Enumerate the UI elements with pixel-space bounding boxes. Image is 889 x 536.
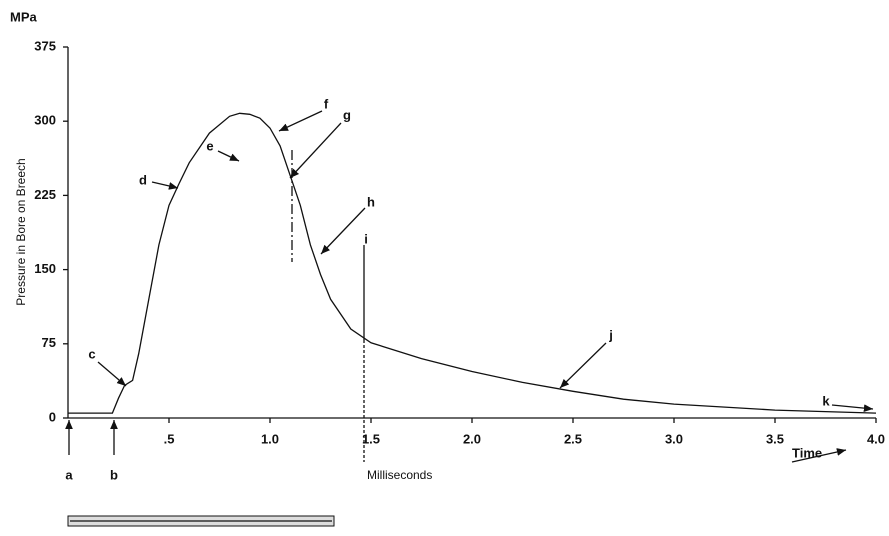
x-tick-label: 2.5 xyxy=(564,431,582,446)
x-unit: Milliseconds xyxy=(367,468,432,482)
x-tick-label: 1.5 xyxy=(362,431,380,446)
x-tick-label: 3.0 xyxy=(665,431,683,446)
y-unit: MPa xyxy=(10,9,38,24)
annotation-arrow xyxy=(217,150,240,162)
annotation-label: e xyxy=(206,138,213,153)
annotation-arrow xyxy=(320,207,366,255)
annotation-label: c xyxy=(88,346,95,361)
y-tick-label: 0 xyxy=(49,409,56,424)
annotation-label: h xyxy=(367,194,375,209)
pressure-curve xyxy=(68,112,877,414)
y-tick-label: 300 xyxy=(34,113,56,128)
annotation-label: i xyxy=(364,231,368,246)
annotation-label: f xyxy=(324,96,329,111)
y-title: Pressure in Bore on Breech xyxy=(14,158,28,305)
annotation-arrow xyxy=(278,110,323,132)
annotation-arrow xyxy=(289,122,342,179)
x-tick-label: 4.0 xyxy=(867,431,885,446)
annotation-label: b xyxy=(110,467,118,482)
x-tick-label: 2.0 xyxy=(463,431,481,446)
annotation-arrow xyxy=(97,361,127,387)
time-arrow xyxy=(791,448,847,463)
x-tick-label: 3.5 xyxy=(766,431,784,446)
annotation-label: j xyxy=(608,327,613,342)
y-tick-label: 150 xyxy=(34,261,56,276)
annotation-arrow xyxy=(559,342,607,389)
annotation-arrow xyxy=(151,181,179,190)
y-tick-label: 375 xyxy=(34,38,56,53)
annotation-label: a xyxy=(65,467,73,482)
annotation-label: k xyxy=(822,393,830,408)
annotation-label: g xyxy=(343,107,351,122)
y-tick-label: 225 xyxy=(34,187,56,202)
x-tick-label: .5 xyxy=(164,431,175,446)
y-tick-label: 75 xyxy=(42,335,56,350)
x-tick-label: 1.0 xyxy=(261,431,279,446)
annotation-arrow xyxy=(831,404,874,412)
annotation-label: d xyxy=(139,172,147,187)
